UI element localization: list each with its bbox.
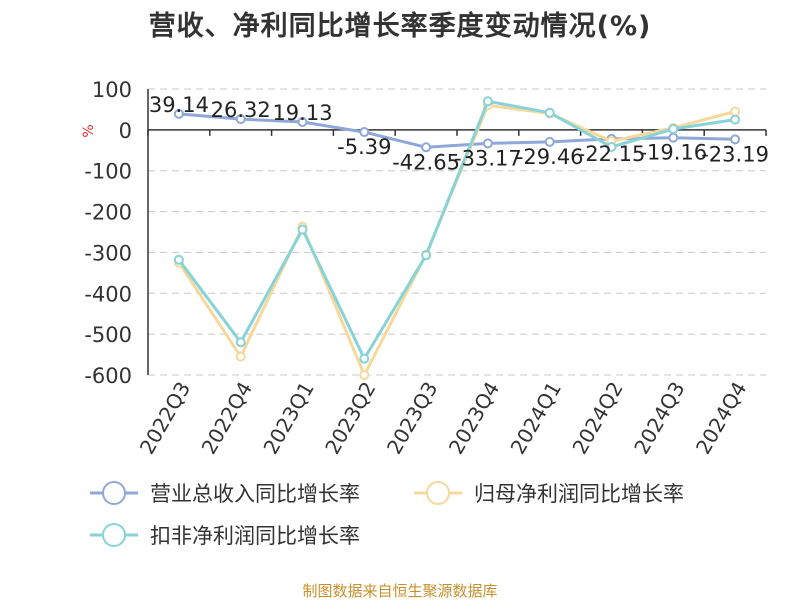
data-label: -23.19 — [701, 142, 769, 166]
legend-label: 扣非净利润同比增长率 — [150, 524, 360, 548]
y-tick-label: 0 — [119, 119, 132, 143]
data-label: 19.13 — [272, 101, 332, 125]
legend-item[interactable]: 扣非净利润同比增长率 — [88, 520, 360, 550]
data-point — [359, 370, 370, 380]
data-point — [359, 127, 370, 138]
series-line — [177, 99, 736, 361]
data-label: -22.15 — [578, 142, 646, 166]
data-source-note: 制图数据来自恒生聚源数据库 — [302, 582, 498, 600]
data-point — [482, 96, 493, 107]
legend-line-marker-icon — [90, 523, 138, 547]
data-label: 39.14 — [149, 93, 209, 117]
legend-item[interactable]: 归母净利润同比增长率 — [412, 478, 684, 508]
y-axis-label: % — [81, 124, 97, 137]
data-point — [235, 351, 246, 362]
data-point — [730, 106, 741, 117]
y-tick-label: -600 — [84, 364, 132, 388]
data-label: -29.46 — [516, 145, 584, 169]
x-tick-label: 2023Q1 — [258, 378, 318, 459]
legend-label: 归母净利润同比增长率 — [474, 482, 684, 506]
x-tick-label: 2024Q1 — [506, 378, 566, 459]
legend-label: 营业总收入同比增长率 — [150, 482, 360, 506]
y-tick-label: -300 — [84, 241, 132, 265]
data-point — [482, 138, 493, 149]
data-point — [544, 107, 555, 118]
data-point — [606, 142, 617, 153]
data-point — [359, 353, 370, 364]
x-tick-label: 2023Q4 — [444, 378, 504, 459]
data-label: 26.32 — [211, 98, 271, 122]
data-point — [421, 250, 432, 261]
data-point — [235, 114, 246, 125]
legend-line-marker-icon — [414, 481, 462, 505]
x-tick-label: 2023Q2 — [320, 378, 380, 459]
data-label: -42.65 — [392, 150, 460, 174]
y-tick-label: -100 — [84, 160, 132, 184]
y-tick-label: -400 — [84, 282, 132, 306]
chart-title: 营收、净利同比增长率季度变动情况(%) — [148, 11, 652, 42]
data-point — [297, 224, 308, 235]
data-point — [544, 136, 555, 147]
data-label: -33.17 — [454, 146, 522, 170]
data-point — [668, 124, 679, 135]
data-point — [297, 117, 308, 128]
data-point — [421, 142, 432, 153]
data-point — [730, 134, 741, 145]
x-tick-label: 2024Q4 — [691, 378, 751, 459]
data-label: -19.16 — [639, 141, 707, 165]
legend-line-marker-icon — [90, 481, 138, 505]
x-tick-label: 2022Q4 — [197, 378, 257, 459]
y-tick-label: -200 — [84, 201, 132, 225]
legend-item[interactable]: 营业总收入同比增长率 — [88, 478, 360, 508]
y-tick-label: -500 — [84, 323, 132, 347]
data-point — [235, 337, 246, 348]
data-label: -5.39 — [337, 135, 391, 159]
y-tick-label: 100 — [92, 78, 132, 102]
x-tick-label: 2023Q3 — [382, 377, 442, 458]
x-tick-label: 2022Q3 — [135, 378, 195, 459]
data-point — [173, 254, 184, 265]
x-tick-label: 2024Q3 — [629, 378, 689, 459]
data-point — [173, 108, 184, 119]
data-point — [730, 114, 741, 125]
x-tick-label: 2024Q2 — [567, 378, 627, 459]
